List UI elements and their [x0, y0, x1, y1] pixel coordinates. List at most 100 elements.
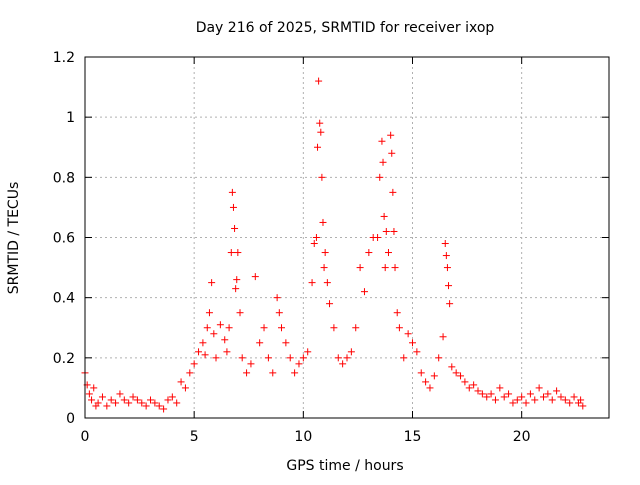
data-point — [234, 249, 242, 257]
data-point — [251, 273, 259, 281]
data-point — [308, 279, 316, 287]
data-point — [186, 369, 194, 377]
data-point — [391, 264, 399, 272]
data-point — [380, 212, 388, 220]
data-point — [147, 396, 154, 404]
data-points — [81, 77, 587, 413]
x-tick-label: 20 — [513, 429, 531, 445]
data-point — [319, 218, 327, 226]
data-point — [409, 339, 416, 347]
data-point — [548, 396, 556, 404]
data-point — [461, 378, 469, 386]
data-point — [208, 279, 216, 287]
data-point — [374, 234, 382, 241]
data-point — [352, 324, 360, 332]
data-point — [203, 324, 211, 332]
data-point — [557, 393, 565, 401]
data-point — [286, 354, 294, 362]
data-point — [129, 393, 137, 401]
data-point — [151, 399, 159, 407]
data-point — [483, 393, 491, 401]
data-point — [393, 309, 401, 317]
data-point — [238, 354, 246, 362]
x-tick-label: 0 — [81, 429, 90, 445]
data-point — [221, 336, 229, 344]
data-point — [315, 77, 323, 85]
data-point — [216, 321, 224, 329]
data-point — [365, 249, 373, 257]
data-point — [387, 131, 395, 139]
data-point — [229, 203, 237, 211]
data-point — [228, 188, 236, 196]
data-point — [88, 396, 96, 404]
data-point — [282, 339, 290, 347]
axis-ticks: 0 0.2 0.4 0.6 0.8 1 1.2 0 5 10 15 20 — [53, 50, 609, 445]
data-point — [448, 363, 456, 371]
y-tick-label: 0.6 — [53, 231, 75, 247]
data-point — [291, 369, 299, 377]
data-point — [310, 240, 318, 248]
y-axis-title: SRMTID / TECUs — [6, 182, 22, 295]
data-point — [356, 264, 364, 272]
data-point — [465, 384, 473, 392]
data-point — [225, 324, 233, 332]
data-point — [413, 348, 421, 356]
x-tick-label: 10 — [294, 429, 312, 445]
data-point — [561, 396, 569, 404]
data-point — [212, 354, 220, 362]
data-point — [195, 348, 203, 356]
data-point — [390, 227, 398, 235]
data-point — [295, 360, 303, 368]
data-point — [138, 399, 146, 407]
data-point — [513, 396, 521, 404]
data-point — [236, 309, 244, 317]
data-point — [430, 372, 438, 380]
data-point — [435, 354, 443, 362]
data-point — [505, 390, 513, 398]
data-point — [94, 399, 102, 407]
data-point — [304, 348, 312, 356]
y-tick-label: 0.4 — [53, 291, 75, 307]
data-point — [275, 309, 283, 317]
data-point — [316, 119, 324, 127]
data-point — [509, 399, 517, 407]
data-point — [177, 378, 185, 386]
data-point — [343, 354, 351, 362]
data-point — [441, 240, 449, 248]
data-point — [190, 360, 198, 368]
data-point — [231, 224, 239, 232]
y-tick-label: 1.2 — [53, 50, 75, 66]
y-tick-label: 0.8 — [53, 170, 75, 186]
data-point — [112, 399, 120, 407]
data-point — [273, 294, 281, 302]
data-point — [544, 390, 552, 398]
data-point — [457, 372, 465, 380]
data-point — [531, 396, 539, 404]
data-point — [243, 369, 251, 377]
data-point — [470, 381, 478, 389]
data-point — [566, 399, 574, 407]
data-point — [491, 396, 499, 404]
data-point — [223, 348, 231, 356]
data-point — [168, 393, 176, 401]
data-point — [269, 369, 277, 377]
data-point — [321, 249, 329, 257]
data-point — [445, 282, 453, 290]
data-point — [474, 387, 482, 395]
data-point — [247, 360, 255, 368]
data-point — [205, 309, 213, 317]
data-point — [201, 351, 209, 359]
data-point — [155, 402, 163, 410]
data-point — [579, 402, 587, 410]
data-point — [577, 396, 585, 404]
data-point — [227, 249, 235, 257]
data-point — [164, 396, 172, 404]
data-point — [260, 324, 268, 332]
data-point — [384, 249, 392, 257]
data-point — [535, 384, 543, 392]
y-tick-label: 1 — [66, 110, 75, 126]
x-tick-label: 5 — [190, 429, 199, 445]
data-point — [210, 330, 218, 338]
data-point — [422, 378, 430, 386]
